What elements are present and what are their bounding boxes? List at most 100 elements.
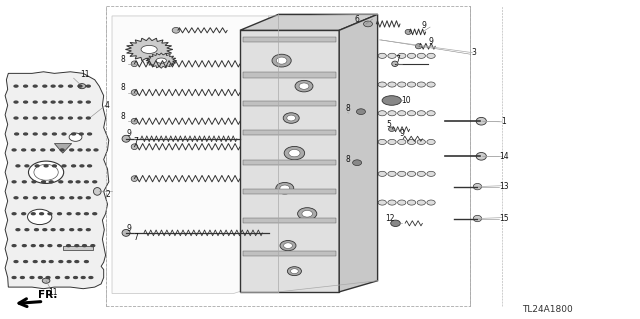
Circle shape — [93, 213, 97, 215]
Ellipse shape — [417, 139, 426, 145]
Polygon shape — [243, 101, 336, 106]
Circle shape — [44, 165, 48, 167]
Circle shape — [25, 165, 29, 167]
Text: FR.: FR. — [38, 290, 58, 300]
Text: 2: 2 — [105, 190, 110, 199]
Circle shape — [32, 181, 36, 183]
Text: 9: 9 — [428, 37, 433, 46]
Ellipse shape — [378, 82, 387, 87]
Ellipse shape — [407, 82, 416, 87]
Circle shape — [24, 117, 28, 119]
Ellipse shape — [358, 82, 367, 87]
Ellipse shape — [298, 208, 317, 220]
Ellipse shape — [276, 182, 294, 194]
Text: 8: 8 — [345, 155, 350, 164]
Ellipse shape — [364, 21, 372, 27]
Circle shape — [59, 261, 63, 263]
Ellipse shape — [280, 241, 296, 251]
Circle shape — [24, 101, 28, 103]
Circle shape — [31, 245, 35, 247]
Circle shape — [15, 133, 19, 135]
Circle shape — [51, 229, 55, 231]
Circle shape — [67, 261, 71, 263]
Circle shape — [382, 96, 401, 105]
Circle shape — [86, 229, 90, 231]
Polygon shape — [243, 218, 336, 223]
Ellipse shape — [368, 53, 377, 58]
Ellipse shape — [349, 171, 357, 176]
Ellipse shape — [378, 53, 387, 58]
Ellipse shape — [284, 243, 292, 249]
Ellipse shape — [42, 278, 50, 283]
Circle shape — [31, 149, 35, 151]
Circle shape — [86, 101, 90, 103]
Circle shape — [30, 277, 34, 278]
Circle shape — [42, 261, 45, 263]
Text: 12: 12 — [386, 214, 395, 223]
Ellipse shape — [378, 171, 387, 176]
Circle shape — [78, 149, 82, 151]
Circle shape — [14, 261, 18, 263]
Circle shape — [43, 229, 47, 231]
Circle shape — [24, 85, 28, 87]
Circle shape — [79, 133, 83, 135]
Circle shape — [156, 58, 166, 63]
Circle shape — [40, 213, 44, 215]
Circle shape — [52, 133, 56, 135]
Text: 15: 15 — [499, 214, 509, 223]
Ellipse shape — [417, 111, 426, 116]
Circle shape — [84, 181, 88, 183]
Ellipse shape — [284, 146, 305, 160]
Circle shape — [74, 277, 77, 278]
Circle shape — [46, 277, 50, 278]
Circle shape — [24, 133, 28, 135]
Circle shape — [78, 101, 82, 103]
Polygon shape — [240, 30, 339, 292]
Ellipse shape — [122, 229, 130, 236]
Circle shape — [35, 165, 39, 167]
Circle shape — [43, 117, 47, 119]
Ellipse shape — [388, 200, 396, 205]
Ellipse shape — [368, 200, 377, 205]
Ellipse shape — [368, 111, 377, 116]
Text: 14: 14 — [499, 152, 509, 161]
Ellipse shape — [287, 267, 301, 276]
Ellipse shape — [388, 82, 396, 87]
Circle shape — [51, 149, 54, 151]
Circle shape — [48, 245, 52, 247]
Ellipse shape — [356, 109, 365, 115]
Ellipse shape — [388, 127, 395, 131]
Circle shape — [75, 245, 79, 247]
Circle shape — [14, 85, 18, 87]
Circle shape — [51, 85, 55, 87]
Circle shape — [72, 165, 76, 167]
Circle shape — [16, 229, 20, 231]
Circle shape — [51, 117, 55, 119]
Circle shape — [33, 133, 37, 135]
Ellipse shape — [276, 57, 287, 64]
Ellipse shape — [405, 29, 412, 34]
Circle shape — [88, 133, 92, 135]
Circle shape — [12, 213, 16, 215]
Ellipse shape — [417, 53, 426, 58]
Text: 8: 8 — [120, 112, 125, 121]
Circle shape — [58, 245, 61, 247]
Circle shape — [60, 197, 64, 199]
Circle shape — [86, 117, 90, 119]
Ellipse shape — [427, 53, 435, 58]
Circle shape — [59, 181, 63, 183]
Polygon shape — [63, 246, 93, 250]
Polygon shape — [240, 14, 378, 30]
Ellipse shape — [388, 171, 396, 176]
Ellipse shape — [131, 118, 138, 124]
Circle shape — [60, 229, 64, 231]
Circle shape — [49, 261, 53, 263]
Ellipse shape — [407, 200, 416, 205]
Circle shape — [78, 229, 82, 231]
Circle shape — [42, 181, 45, 183]
Ellipse shape — [295, 80, 313, 92]
Ellipse shape — [349, 111, 357, 116]
Polygon shape — [243, 160, 336, 165]
Ellipse shape — [427, 82, 435, 87]
Text: TL24A1800: TL24A1800 — [522, 305, 573, 314]
